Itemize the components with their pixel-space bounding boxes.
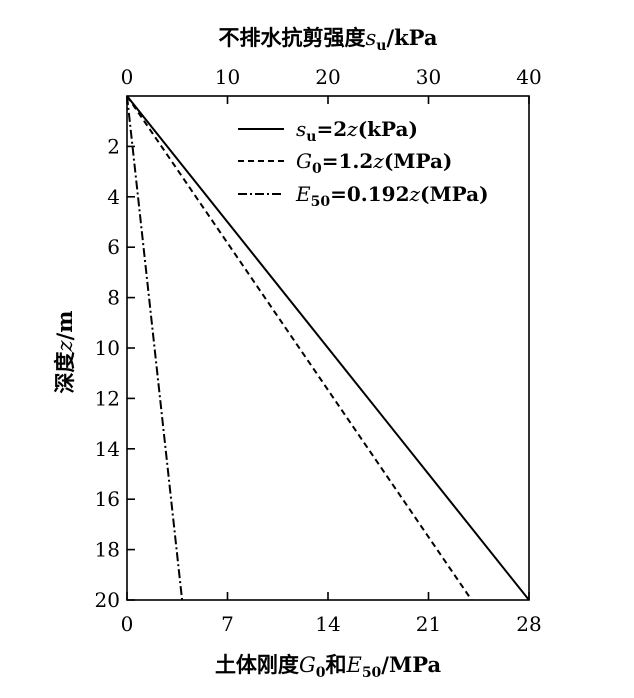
bottom-axis-title: 土体刚度G0和E50/MPa: [215, 652, 442, 681]
legend-label-su: su=2z(kPa): [296, 117, 418, 145]
y-tick-label: 4: [107, 185, 120, 209]
y-tick-label: 12: [95, 386, 120, 410]
top-tick-label: 40: [516, 65, 541, 89]
y-tick-label: 16: [95, 487, 120, 511]
y-tick-label: 6: [107, 235, 120, 259]
series-layer: [126, 95, 530, 601]
series-line-1: [126, 95, 473, 601]
top-axis-title: 不排水抗剪强度su/kPa: [218, 25, 437, 54]
y-tick-label: 2: [107, 134, 120, 158]
bottom-tick-label: 0: [121, 612, 134, 636]
series-line-2: [126, 95, 184, 601]
y-tick-label: 8: [107, 286, 120, 310]
y-tick-label: 18: [95, 538, 120, 562]
bottom-tick-label: 28: [516, 612, 541, 636]
top-tick-label: 20: [315, 65, 340, 89]
y-tick-label: 14: [95, 437, 120, 461]
bottom-tick-label: 14: [315, 612, 340, 636]
legend: su=2z(kPa) G0=1.2z(MPa) E50=0.192z(MPa): [238, 117, 489, 210]
bottom-tick-label: 21: [416, 612, 441, 636]
bottom-tick-label: 7: [221, 612, 234, 636]
top-tick-label: 10: [215, 65, 240, 89]
y-tick-label: 10: [95, 336, 120, 360]
top-tick-label: 30: [416, 65, 441, 89]
ticks-layer: 0 10 20 30 40 0 7 14 21 28 2 4 6 8 10 12 14 16 18 20: [95, 65, 542, 636]
y-axis-title: 深度z/m: [52, 311, 77, 394]
legend-label-g0: G0=1.2z(MPa): [296, 149, 452, 177]
y-tick-label: 20: [95, 588, 120, 612]
legend-label-e50: E50=0.192z(MPa): [295, 182, 489, 210]
series-line-0: [126, 95, 530, 601]
top-tick-label: 0: [121, 65, 134, 89]
